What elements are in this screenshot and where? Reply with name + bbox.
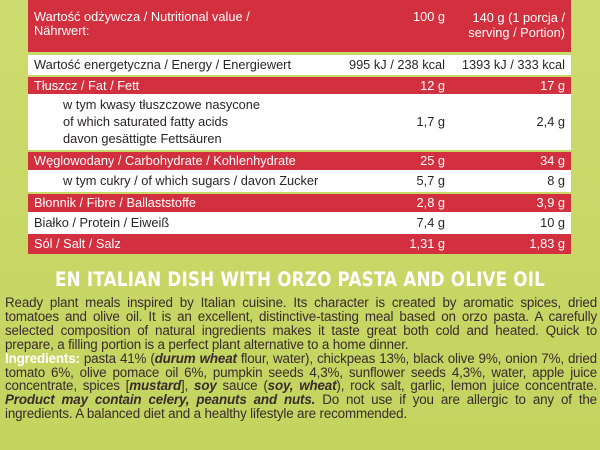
allergen-text: soy, wheat (267, 378, 337, 394)
row-name: Białko / Protein / Eiweiß (34, 215, 170, 230)
allergen-text: soy (194, 378, 217, 394)
table-row: Węglowodany / Carbohydrate / Kohlenhydra… (28, 152, 571, 170)
table-row: Tłuszcz / Fat / Fett 12 g 17 g (28, 77, 571, 94)
header-name: Wartość odżywcza / Nutritional value / N… (28, 10, 345, 38)
header-col2-line1: 140 g (1 porcja / (472, 10, 565, 25)
table-row: Błonnik / Fibre / Ballaststoffe 2,8 g 3,… (28, 194, 571, 212)
ingredients-part: ], (181, 378, 195, 394)
divider (28, 75, 571, 77)
ingredients-part: ), rock salt, garlic, lemon juice concen… (336, 378, 597, 394)
description-text: Ready plant meals inspired by Italian cu… (5, 295, 597, 352)
allergen-text: durum wheat (154, 350, 237, 366)
divider (28, 150, 571, 152)
row-value-portion: 1393 kJ / 333 kcal (461, 57, 565, 72)
row-value-100g: 25 g (420, 153, 445, 168)
header-col2: 140 g (1 porcja / serving / Portion) (453, 10, 571, 40)
row-name: w tym cukry / of which sugars / davon Zu… (63, 173, 319, 188)
row-value-100g: 5,7 g (416, 173, 445, 188)
divider (28, 192, 571, 194)
table-row: w tym kwasy tłuszczowe nasycone of which… (28, 94, 571, 150)
row-value-portion: 10 g (540, 215, 565, 230)
ingredients-part: flour, water), chickpeas 13%, black oliv… (5, 350, 597, 394)
row-value-100g: 7,4 g (416, 215, 445, 230)
row-value-portion: 8 g (547, 173, 565, 188)
table-row: Białko / Protein / Eiweiß 7,4 g 10 g (28, 212, 571, 234)
row-value-100g: 995 kJ / 238 kcal (348, 57, 445, 72)
row-value-100g: 1,7 g (416, 114, 445, 129)
ingredients-text: Ingredients: pasta 41% (durum wheat flou… (5, 350, 597, 422)
row-name: Błonnik / Fibre / Ballaststoffe (34, 195, 196, 210)
ingredients-part: pasta 41% ( (79, 350, 155, 366)
row-name-line: davon gesättigte Fettsäuren (63, 131, 222, 146)
ingredients-part: sauce ( (216, 378, 268, 394)
nutrition-table: Wartość odżywcza / Nutritional value / N… (28, 0, 571, 254)
table-row: Wartość energetyczna / Energy / Energiew… (28, 55, 571, 75)
row-name: w tym kwasy tłuszczowe nasycone of which… (28, 98, 345, 146)
table-header: Wartość odżywcza / Nutritional value / N… (28, 0, 571, 52)
row-name: Tłuszcz / Fat / Fett (34, 77, 140, 93)
row-value-100g: 1,31 g (409, 236, 445, 251)
row-value-100g: 2,8 g (416, 195, 445, 210)
header-col2-line2: serving / Portion) (468, 25, 565, 40)
allergen-text: mustard (129, 378, 182, 394)
row-name: Wartość energetyczna / Energy / Energiew… (34, 57, 291, 72)
table-row: w tym cukry / of which sugars / davon Zu… (28, 170, 571, 192)
row-value-portion: 34 g (540, 153, 565, 168)
row-name-line: of which saturated fatty acids (63, 114, 229, 129)
product-title: EN ITALIAN DISH WITH ORZO PASTA AND OLIV… (55, 268, 545, 291)
header-col1: 100 g (412, 9, 445, 24)
ingredients-part: Do not use if you are allergic to any of… (5, 392, 597, 422)
row-value-portion: 2,4 g (536, 114, 565, 129)
allergen-warning: Product may contain celery, peanuts and … (5, 392, 316, 408)
row-name: Węglowodany / Carbohydrate / Kohlenhydra… (34, 153, 296, 168)
row-name: Sól / Salt / Salz (34, 236, 121, 251)
row-name-line: w tym kwasy tłuszczowe nasycone (63, 97, 260, 112)
row-value-portion: 3,9 g (536, 195, 565, 210)
divider (28, 52, 571, 55)
header-name-line2: Nährwert: (34, 23, 90, 38)
header-name-line1: Wartość odżywcza / Nutritional value / (34, 9, 250, 24)
row-value-portion: 1,83 g (529, 236, 565, 251)
ingredients-label: Ingredients: (5, 350, 80, 366)
row-value-100g: 12 g (420, 77, 445, 93)
row-value-portion: 17 g (540, 77, 565, 93)
table-row: Sól / Salt / Salz 1,31 g 1,83 g (28, 234, 571, 254)
product-description-block: Ready plant meals inspired by Italian cu… (5, 296, 597, 421)
